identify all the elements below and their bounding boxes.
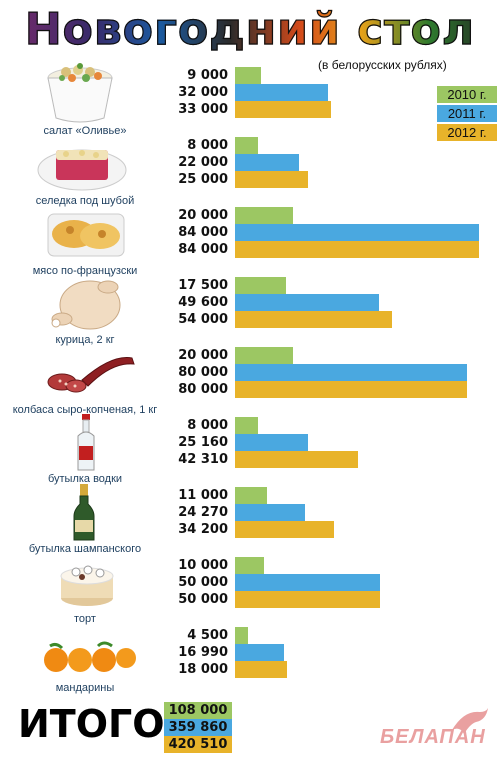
legend-item: 2010 г. xyxy=(437,86,497,103)
cake-icon xyxy=(60,565,114,606)
data-label: 80 000 xyxy=(178,382,228,397)
bar xyxy=(235,381,467,398)
data-label: 8 000 xyxy=(187,138,228,153)
bar xyxy=(235,364,467,381)
data-label: 42 310 xyxy=(178,452,228,467)
data-label: 54 000 xyxy=(178,312,228,327)
total-value: 108 000 xyxy=(164,702,232,719)
category-label: торт xyxy=(74,613,96,625)
bar xyxy=(235,347,293,364)
bar xyxy=(235,557,264,574)
data-label: 20 000 xyxy=(178,348,228,363)
bar xyxy=(235,451,358,468)
data-label: 24 270 xyxy=(178,505,228,520)
bar xyxy=(235,417,258,434)
category-label: колбаса сыро-копченая, 1 кг xyxy=(12,404,158,416)
vodka-bottle-icon xyxy=(77,414,95,471)
data-label: 32 000 xyxy=(178,85,228,100)
bar xyxy=(235,207,293,224)
category-label: селедка под шубой xyxy=(35,195,135,207)
bar xyxy=(235,574,380,591)
data-label: 9 000 xyxy=(187,68,228,83)
bar xyxy=(235,591,380,608)
data-label: 80 000 xyxy=(178,365,228,380)
bar xyxy=(235,101,331,118)
category-label: мясо по-французски xyxy=(32,265,138,277)
bar xyxy=(235,504,305,521)
bar xyxy=(235,154,299,171)
total-value: 359 860 xyxy=(164,719,232,736)
data-label: 50 000 xyxy=(178,592,228,607)
data-label: 8 000 xyxy=(187,418,228,433)
data-label: 20 000 xyxy=(178,208,228,223)
category-label: салат «Оливье» xyxy=(43,125,127,137)
data-label: 84 000 xyxy=(178,225,228,240)
total-value: 420 510 xyxy=(164,736,232,753)
bar xyxy=(235,627,248,644)
brand-logo: БЕЛАПАН xyxy=(358,708,498,752)
data-label: 16 990 xyxy=(178,645,228,660)
chicken-icon xyxy=(51,280,121,330)
data-label: 17 500 xyxy=(178,278,228,293)
data-label: 34 200 xyxy=(178,522,228,537)
legend-item: 2012 г. xyxy=(437,124,497,141)
bar xyxy=(235,84,328,101)
legend-item: 2011 г. xyxy=(437,105,497,122)
bar xyxy=(235,294,379,311)
data-label: 4 500 xyxy=(187,628,228,643)
bar xyxy=(235,137,258,154)
data-label: 10 000 xyxy=(178,558,228,573)
herring-salad-icon xyxy=(37,149,127,191)
brand-name: БЕЛАПАН xyxy=(380,726,486,748)
total-label: ИТОГО: xyxy=(18,702,180,746)
french-meat-icon xyxy=(47,213,125,257)
bar xyxy=(235,661,287,678)
data-label: 84 000 xyxy=(178,242,228,257)
bar xyxy=(235,241,479,258)
bar xyxy=(235,487,267,504)
data-label: 18 000 xyxy=(178,662,228,677)
data-label: 11 000 xyxy=(178,488,228,503)
tangerines-icon xyxy=(44,641,136,672)
data-label: 50 000 xyxy=(178,575,228,590)
sausage-icon xyxy=(47,356,135,393)
bar xyxy=(235,311,392,328)
bird-logo-icon xyxy=(452,708,488,734)
bar xyxy=(235,644,284,661)
chart-title: Новогодний стол xyxy=(0,2,500,58)
chart-subtitle: (в белорусских рублях) xyxy=(318,58,447,72)
bar xyxy=(235,171,308,188)
bar xyxy=(235,224,479,241)
data-label: 25 000 xyxy=(178,172,228,187)
champagne-bottle-icon xyxy=(73,484,95,541)
bar xyxy=(235,277,286,294)
category-label: бутылка водки xyxy=(47,473,123,485)
data-label: 49 600 xyxy=(178,295,228,310)
category-label: мандарины xyxy=(55,682,115,694)
data-label: 22 000 xyxy=(178,155,228,170)
category-label: бутылка шампанского xyxy=(28,543,142,555)
bar xyxy=(235,67,261,84)
data-label: 33 000 xyxy=(178,102,228,117)
bar xyxy=(235,521,334,538)
bar xyxy=(235,434,308,451)
data-label: 25 160 xyxy=(178,435,228,450)
olivier-salad-icon xyxy=(47,63,113,123)
category-label: курица, 2 кг xyxy=(55,334,115,346)
